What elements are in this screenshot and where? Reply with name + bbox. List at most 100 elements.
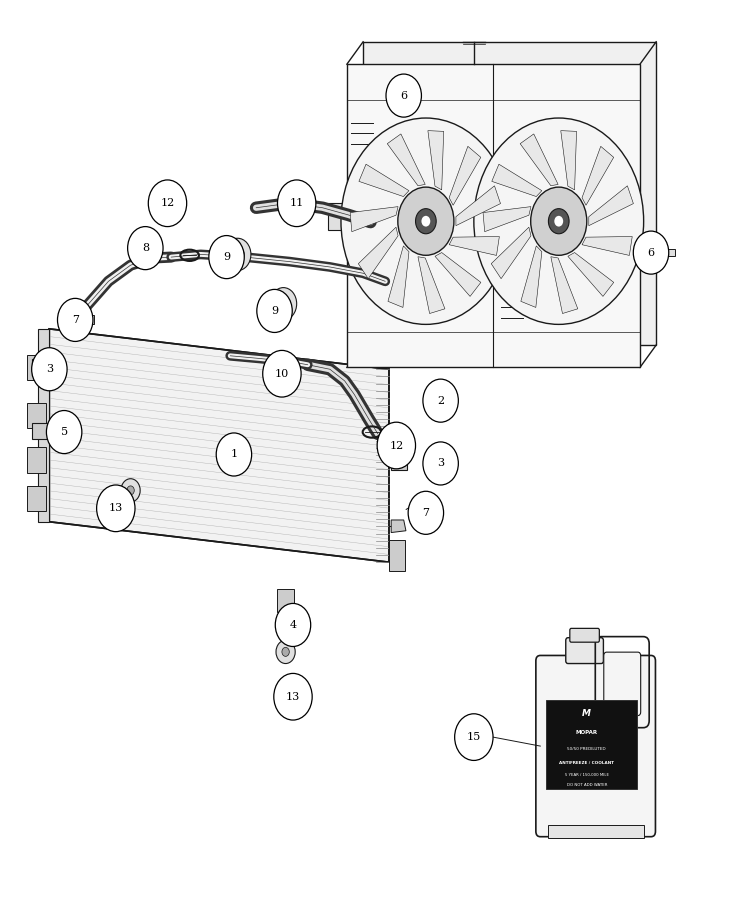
Text: 7: 7 xyxy=(422,508,429,518)
Circle shape xyxy=(423,379,459,422)
Text: 4: 4 xyxy=(290,620,296,630)
Circle shape xyxy=(273,673,312,720)
Polygon shape xyxy=(483,207,531,231)
Text: 12: 12 xyxy=(160,198,175,208)
Bar xyxy=(389,540,405,572)
Bar xyxy=(33,423,49,439)
Polygon shape xyxy=(359,164,409,196)
Circle shape xyxy=(32,347,67,391)
Bar xyxy=(640,239,659,266)
Circle shape xyxy=(127,227,163,270)
Circle shape xyxy=(121,479,140,502)
Circle shape xyxy=(282,647,289,656)
Bar xyxy=(27,486,46,511)
Polygon shape xyxy=(388,246,409,308)
Polygon shape xyxy=(449,237,499,256)
Bar xyxy=(27,403,46,428)
Circle shape xyxy=(386,74,422,117)
Circle shape xyxy=(473,118,644,324)
Polygon shape xyxy=(521,246,542,308)
Bar xyxy=(27,355,46,380)
Circle shape xyxy=(96,485,135,532)
Circle shape xyxy=(634,231,668,274)
Polygon shape xyxy=(428,130,444,190)
Circle shape xyxy=(127,486,134,495)
Text: 5: 5 xyxy=(61,428,67,437)
Text: 6: 6 xyxy=(648,248,654,257)
Circle shape xyxy=(58,299,93,341)
Circle shape xyxy=(416,209,436,234)
FancyBboxPatch shape xyxy=(536,655,656,837)
Polygon shape xyxy=(418,256,445,313)
Circle shape xyxy=(531,187,587,256)
Circle shape xyxy=(398,187,454,256)
Circle shape xyxy=(408,491,444,535)
Polygon shape xyxy=(388,134,425,185)
Circle shape xyxy=(277,180,316,227)
Bar xyxy=(546,700,637,788)
Text: 13: 13 xyxy=(286,692,300,702)
Text: 15: 15 xyxy=(467,732,481,742)
Circle shape xyxy=(270,288,296,320)
Text: 2: 2 xyxy=(437,396,444,406)
Polygon shape xyxy=(347,64,640,367)
Polygon shape xyxy=(435,253,481,296)
Polygon shape xyxy=(50,328,389,562)
Circle shape xyxy=(263,350,301,397)
Text: 3: 3 xyxy=(46,364,53,374)
Text: 11: 11 xyxy=(290,198,304,208)
Circle shape xyxy=(455,714,493,760)
Polygon shape xyxy=(39,328,50,522)
Text: 13: 13 xyxy=(109,503,123,513)
Bar xyxy=(27,447,46,473)
Circle shape xyxy=(209,236,245,279)
Circle shape xyxy=(548,209,569,234)
FancyBboxPatch shape xyxy=(570,628,599,643)
Text: 7: 7 xyxy=(72,315,79,325)
Polygon shape xyxy=(456,185,500,226)
Circle shape xyxy=(275,603,310,646)
Bar xyxy=(276,590,294,611)
Polygon shape xyxy=(359,227,398,279)
Circle shape xyxy=(422,216,431,227)
Text: 8: 8 xyxy=(142,243,149,253)
Text: 50/50 PREDILUTED: 50/50 PREDILUTED xyxy=(568,748,606,752)
Text: MOPAR: MOPAR xyxy=(576,730,598,735)
Text: 9: 9 xyxy=(223,252,230,262)
Bar xyxy=(548,825,644,839)
FancyBboxPatch shape xyxy=(566,638,603,663)
Text: 10: 10 xyxy=(275,369,289,379)
Polygon shape xyxy=(568,253,614,296)
Polygon shape xyxy=(582,237,632,256)
Polygon shape xyxy=(72,315,93,324)
Text: 5 YEAR / 150,000 MILE: 5 YEAR / 150,000 MILE xyxy=(565,773,609,777)
Circle shape xyxy=(377,422,416,469)
Text: 12: 12 xyxy=(389,440,403,451)
Circle shape xyxy=(225,238,251,271)
Text: 6: 6 xyxy=(400,91,408,101)
Circle shape xyxy=(231,247,245,263)
Circle shape xyxy=(216,433,252,476)
Circle shape xyxy=(257,290,292,332)
Polygon shape xyxy=(363,41,657,345)
Polygon shape xyxy=(391,520,406,533)
Polygon shape xyxy=(449,147,481,205)
Circle shape xyxy=(148,180,187,227)
Text: 1: 1 xyxy=(230,449,238,460)
Polygon shape xyxy=(491,227,531,279)
Bar xyxy=(328,203,347,230)
Polygon shape xyxy=(492,164,542,196)
FancyBboxPatch shape xyxy=(604,652,641,716)
Bar xyxy=(33,359,49,375)
Polygon shape xyxy=(589,185,634,226)
Circle shape xyxy=(341,118,511,324)
Text: DO NOT ADD WATER: DO NOT ADD WATER xyxy=(567,783,607,788)
Text: 9: 9 xyxy=(271,306,278,316)
Circle shape xyxy=(423,442,459,485)
Circle shape xyxy=(554,216,563,227)
Polygon shape xyxy=(551,256,578,313)
Text: ANTIFREEZE / COOLANT: ANTIFREEZE / COOLANT xyxy=(559,761,614,765)
Bar xyxy=(391,454,408,470)
Text: 3: 3 xyxy=(437,458,444,469)
Polygon shape xyxy=(582,147,614,205)
